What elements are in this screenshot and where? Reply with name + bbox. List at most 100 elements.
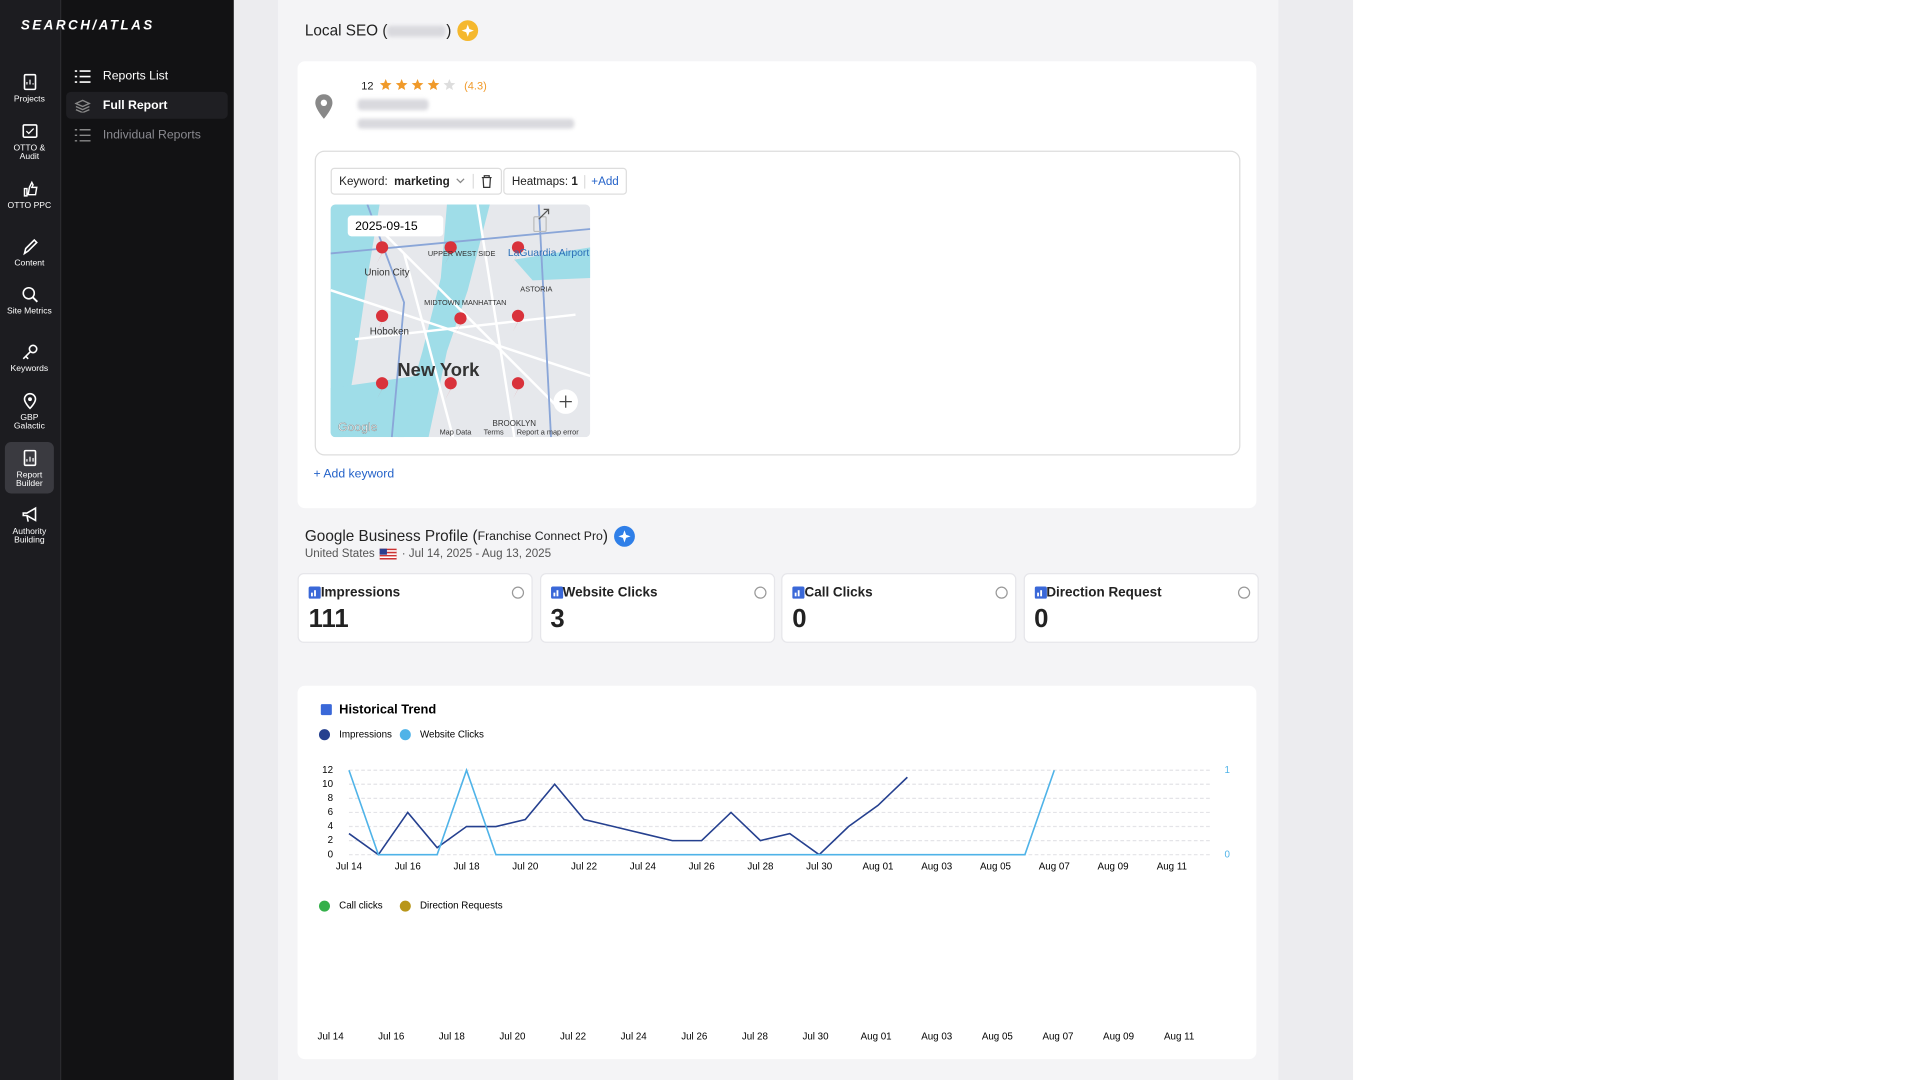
x-tick-label: Jul 14 [336,862,363,873]
y-tick-label: 8 [328,793,334,804]
metric-label: Impressions [308,585,400,600]
y-tick-label: 4 [328,821,334,832]
x-tick-label: Jul 24 [630,862,657,873]
metric-name: Direction Request [1046,585,1162,601]
flag-us [379,548,397,560]
legend-swatch [399,729,411,741]
x-tick-label: Jul 20 [499,1032,526,1043]
map-label: New York [397,359,480,380]
nav-item[interactable]: GBP Galactic [5,392,54,431]
info-icon[interactable] [1237,586,1250,599]
add-keyword[interactable]: + Add keyword [313,467,395,482]
nav-item[interactable]: OTTO & Audit [5,122,54,162]
info-icon[interactable] [753,586,766,599]
metric-value: 0 [1034,604,1049,634]
nav-icon [23,180,37,197]
heatmaps-count: 1 [571,174,578,188]
x-tick-label: Jul 30 [806,862,833,873]
chevron [456,178,465,184]
nav-item[interactable]: Projects [5,73,54,104]
metric-icon [792,586,805,599]
x-tick-label: Aug 11 [1164,1032,1194,1043]
business-name: Franchise Connect Pro [477,529,603,544]
map-label: MIDTOWN MANHATTAN [424,298,506,307]
series-line [348,767,1056,856]
x-tick-label: Jul 28 [747,862,774,873]
review-count: 12 [361,78,374,92]
submenu-label: Full Report [102,98,168,113]
list-icon [74,128,91,141]
y2-tick-label: 1 [1224,765,1229,776]
nav-label: Content [14,259,45,269]
info-icon[interactable] [511,586,525,599]
x-tick-label: Aug 09 [1098,862,1129,873]
metric-card: Direction Request 0 [1023,573,1259,643]
y-tick-label: 2 [328,835,333,846]
list-icon [74,69,91,83]
x-tick-label: Jul 18 [439,1032,466,1043]
submenu-item[interactable]: Individual Reports [66,121,228,148]
x-tick-label: Jul 28 [742,1032,769,1043]
nav-label: OTTO & Audit [13,144,46,162]
x-tick-label: Aug 11 [1157,862,1187,873]
map-label: BROOKLYN [493,419,537,428]
map-label: Union City [364,268,409,279]
section-title: Local SEO () [305,20,478,42]
nav-icon [21,506,36,522]
nav-label: Authority Building [12,527,47,545]
map-attribution: Terms [484,428,504,437]
keyword-select[interactable]: Keyword: marketing [330,167,503,195]
nav-item[interactable]: Keywords [5,343,54,373]
metric-icon [1034,586,1047,599]
delete-icon[interactable] [473,173,494,189]
x-tick-label: Aug 09 [1103,1032,1134,1043]
stars [379,78,456,91]
legend-label: Impressions [339,729,392,740]
keyword: marketing [394,174,450,188]
title-text: Google Business Profile ( [304,527,478,545]
map-google: Google [338,420,378,434]
metric-value: 0 [792,604,807,634]
legend-swatch [399,900,411,912]
nav-item[interactable]: Content [5,238,54,269]
legend-swatch [318,900,331,912]
x-tick-label: Aug 05 [980,862,1012,873]
keyword-label: Keyword: [339,174,388,188]
map-label: UPPER WEST SIDE [428,249,496,258]
metric-name: Call Clicks [804,585,873,601]
ai-badge[interactable] [456,20,478,42]
nav-icon [22,344,37,360]
rating-row: 12 (4.3) [361,78,487,91]
title-text: ) [446,22,452,40]
separator: · [401,547,406,561]
submenu-label: Reports List [102,69,169,83]
add-heatmap[interactable]: +Add [583,174,619,188]
nav-label: Site Metrics [7,307,52,316]
x-tick-label: Jul 14 [318,1032,345,1043]
nav-icon [23,73,36,91]
legend-label: Direction Requests [420,901,503,912]
submenu-item[interactable]: Reports List [66,62,228,89]
series-line [348,776,908,856]
legend-label: Website Clicks [420,729,484,740]
location-pin [315,94,333,119]
nav-item[interactable]: Report Builder [5,449,54,489]
nav-item[interactable]: Site Metrics [5,285,54,316]
metric-label: Call Clicks [792,585,873,601]
heatmap-map[interactable]: 2025-09-15 UPPER WEST SIDE Union City LaGua… [330,204,591,438]
x-tick-label: Aug 01 [861,1032,892,1043]
ai-badge[interactable] [613,525,635,547]
gbp-meta: United States · Jul 14, 2025 - Aug 13, 2… [305,547,551,560]
nav-item[interactable]: Authority Building [5,506,54,545]
y-tick-label: 12 [322,765,333,776]
x-tick-label: Jul 24 [621,1032,648,1043]
nav-item[interactable]: OTTO PPC [5,180,54,211]
submenu-item[interactable]: Full Report [66,91,228,119]
x-tick-label: Aug 07 [1039,862,1070,873]
chart-title: Historical Trend [339,702,436,717]
nav-icon [21,286,38,303]
x-tick-label: Jul 22 [571,862,597,873]
trend-card [297,685,1257,1060]
info-icon[interactable] [995,586,1008,599]
